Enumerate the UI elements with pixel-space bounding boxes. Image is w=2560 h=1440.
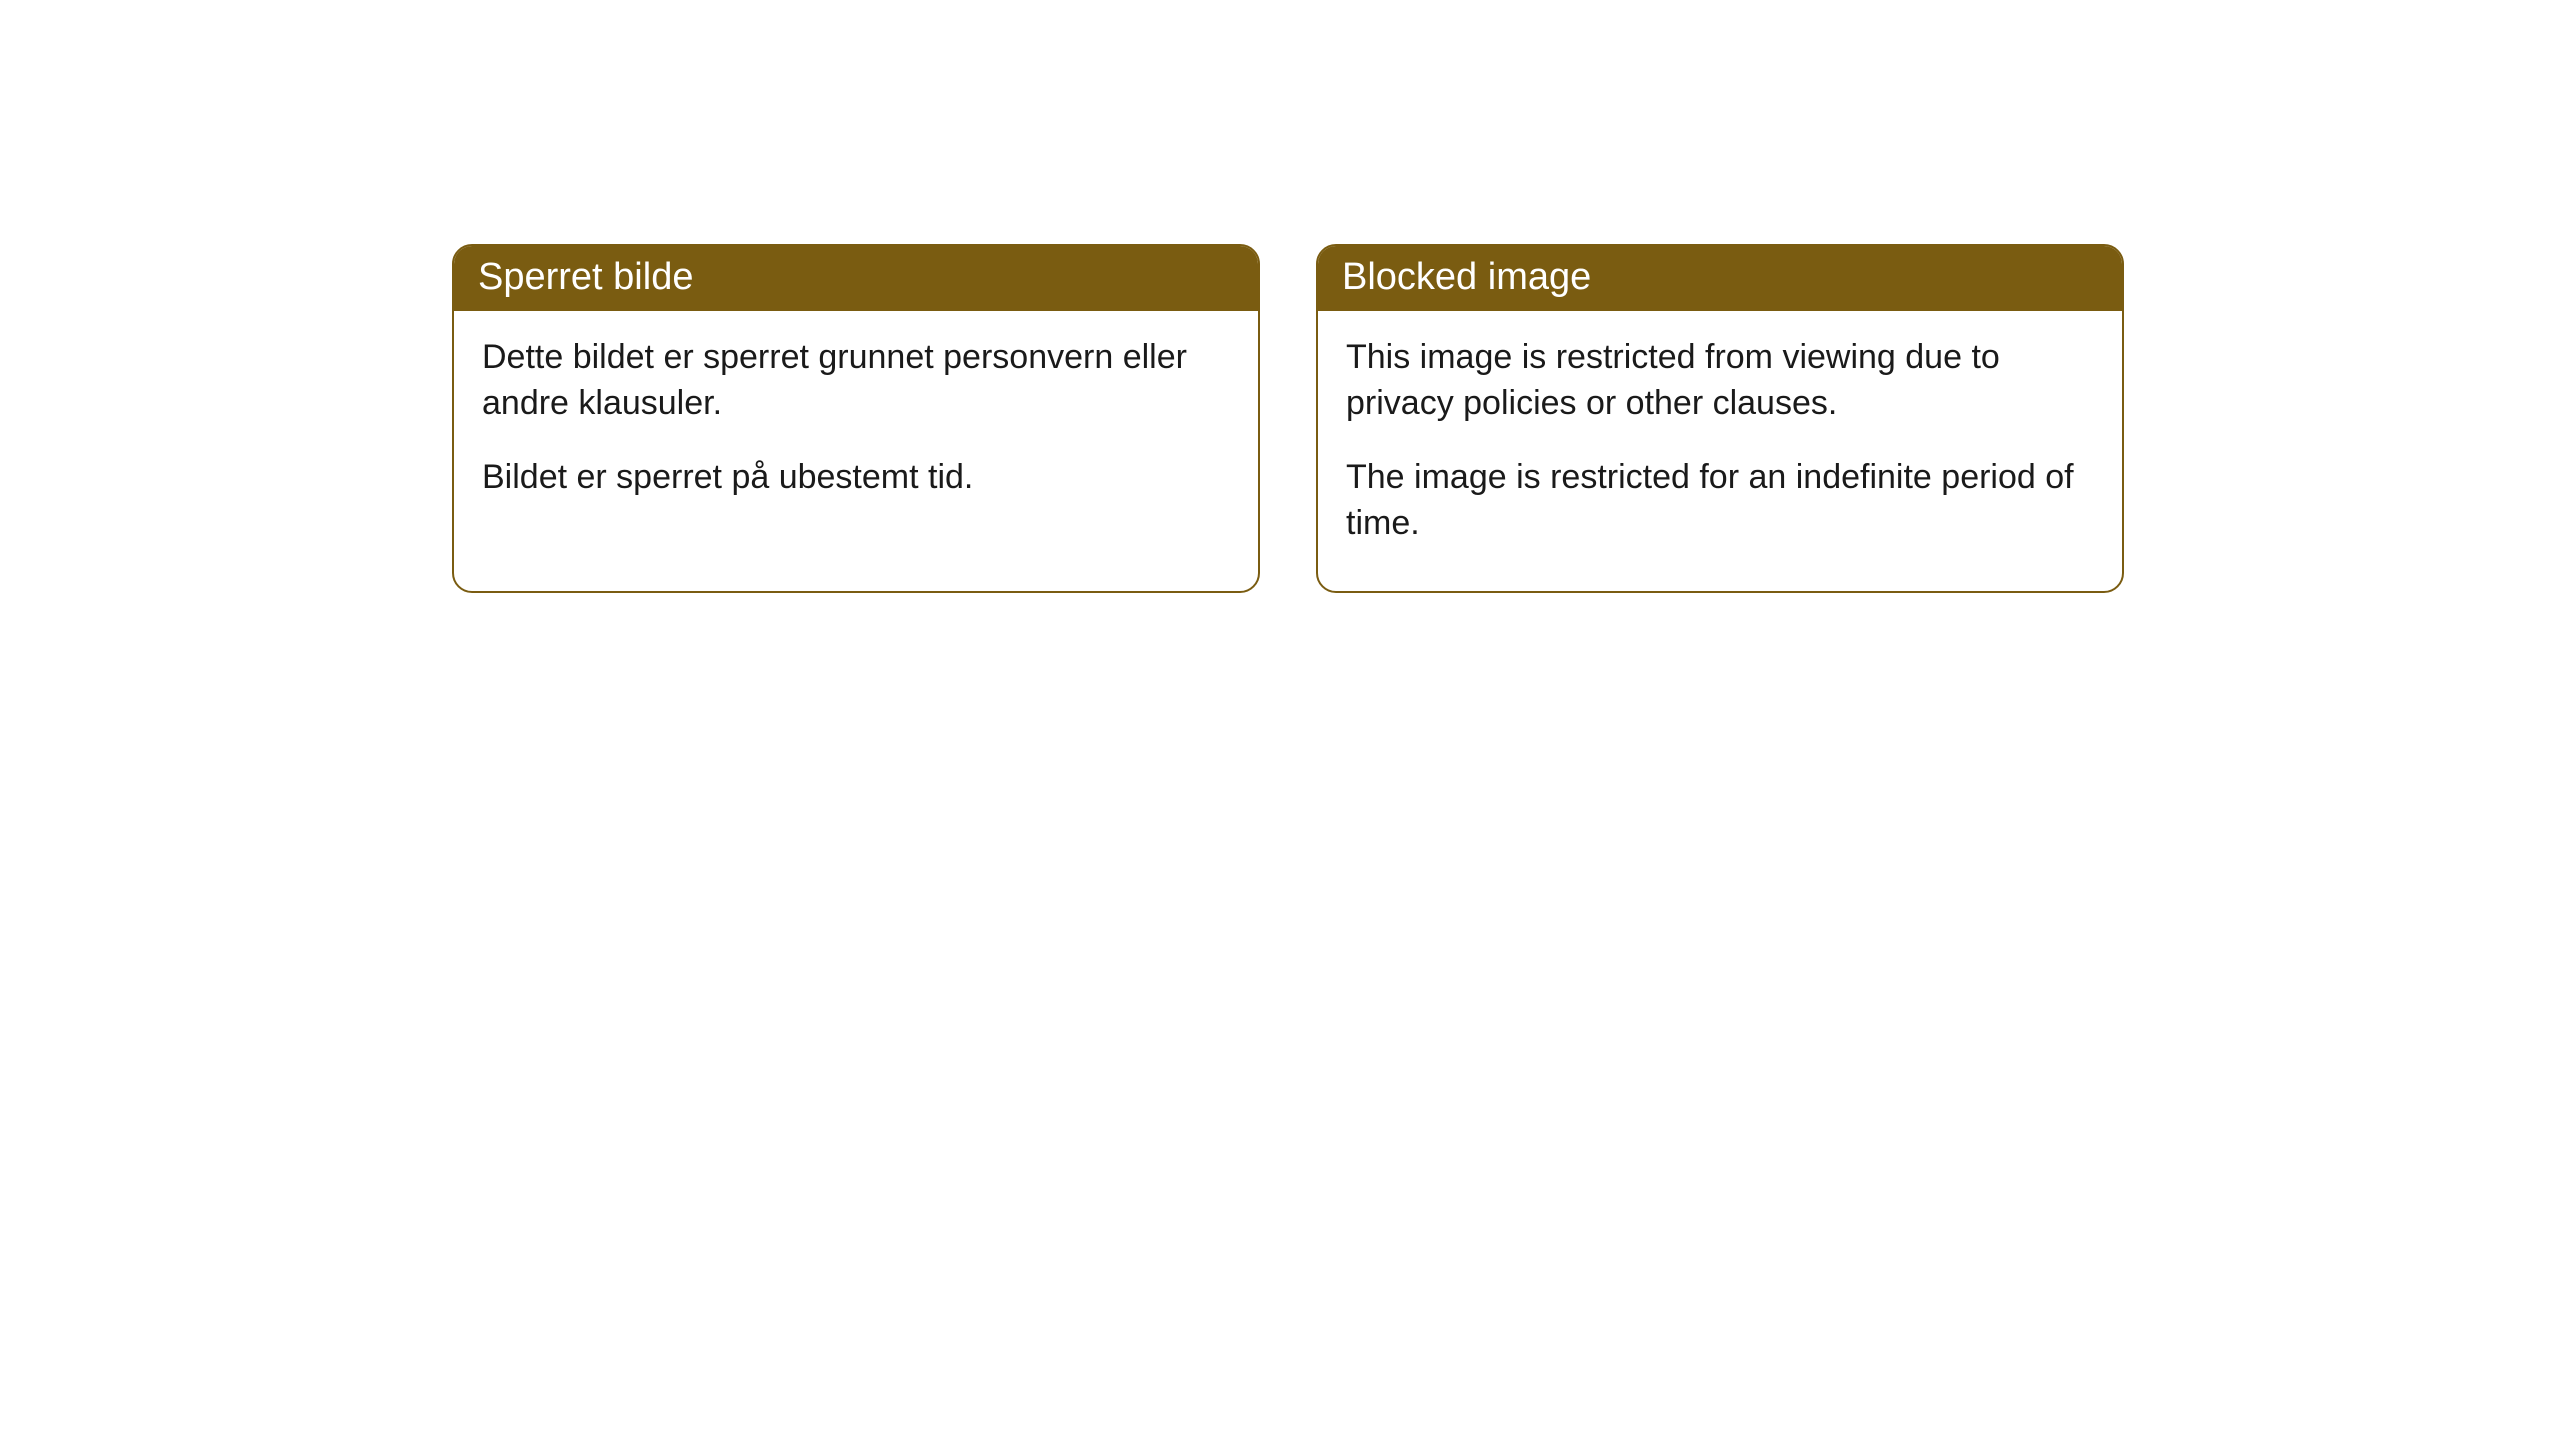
notice-text-1-english: This image is restricted from viewing du…	[1346, 335, 2094, 427]
notice-text-2-norwegian: Bildet er sperret på ubestemt tid.	[482, 455, 1230, 501]
card-body-english: This image is restricted from viewing du…	[1318, 311, 2122, 591]
notice-text-2-english: The image is restricted for an indefinit…	[1346, 455, 2094, 547]
notice-card-norwegian: Sperret bilde Dette bildet er sperret gr…	[452, 244, 1260, 593]
notice-cards-container: Sperret bilde Dette bildet er sperret gr…	[0, 0, 2560, 593]
notice-text-1-norwegian: Dette bildet er sperret grunnet personve…	[482, 335, 1230, 427]
card-header-english: Blocked image	[1318, 246, 2122, 311]
notice-card-english: Blocked image This image is restricted f…	[1316, 244, 2124, 593]
card-body-norwegian: Dette bildet er sperret grunnet personve…	[454, 311, 1258, 545]
card-header-norwegian: Sperret bilde	[454, 246, 1258, 311]
